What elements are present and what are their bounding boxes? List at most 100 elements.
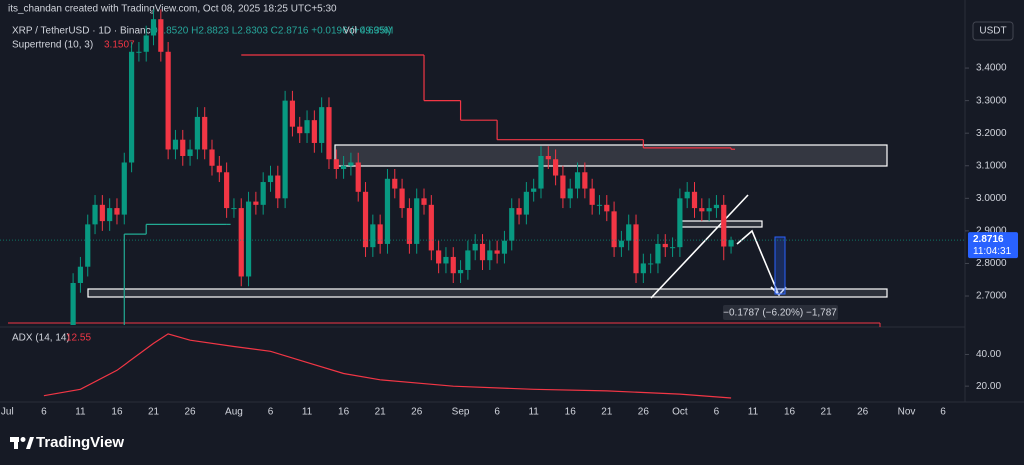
candle-body <box>209 149 215 166</box>
candle-body <box>326 107 332 160</box>
candle-body <box>311 120 317 143</box>
candle-body <box>377 224 383 244</box>
credit: its_chandan created with TradingView.com… <box>8 4 337 15</box>
volume-label: Vol <box>343 26 357 37</box>
candle-body <box>457 269 464 274</box>
candle-body <box>545 155 551 160</box>
volume: 49.35M <box>360 26 393 37</box>
candle-body <box>260 182 266 205</box>
candle-body <box>399 188 405 209</box>
x-tick-label: 16 <box>111 407 123 418</box>
candle-body <box>567 188 573 199</box>
y-tick-label: 3.4000 <box>976 63 1007 74</box>
candle-body <box>392 178 398 189</box>
candle-body <box>121 162 127 215</box>
candle-body <box>611 211 617 248</box>
last-price-label: 2.8716 <box>973 234 1004 245</box>
x-tick-label: 21 <box>821 407 833 418</box>
candle-body <box>143 35 149 52</box>
candle-body <box>267 175 274 183</box>
candle-body <box>304 120 310 134</box>
candle-body <box>450 256 456 274</box>
y-tick-label: 2.8000 <box>976 258 1007 269</box>
candle-body <box>231 208 237 210</box>
candle-body <box>282 100 288 199</box>
candle-body <box>172 139 179 150</box>
candle-body <box>428 204 434 251</box>
measure-range <box>774 236 786 295</box>
x-tick-label: 21 <box>375 407 387 418</box>
candle-body <box>92 204 98 225</box>
candle-body <box>187 149 193 156</box>
y-tick-label: 3.3000 <box>976 95 1007 106</box>
x-tick-label: Aug <box>225 407 243 418</box>
x-tick-label: 26 <box>638 407 650 418</box>
candle-body <box>180 139 186 156</box>
x-tick-label: 6 <box>494 407 500 418</box>
candle-body <box>633 224 639 274</box>
x-tick-label: 11 <box>302 407 313 418</box>
measure-box <box>723 305 838 320</box>
candle-body <box>202 116 208 150</box>
currency[interactable]: USDT <box>979 26 1006 37</box>
x-tick-label: 26 <box>185 407 197 418</box>
candle-body <box>406 208 412 244</box>
candle-body <box>596 204 603 206</box>
support-zone <box>87 288 888 298</box>
axes: Jul 6 11 16 21 26 Aug 6 11 16 21 26 Sep 6 11 16 21 26 Oct 6… <box>0 63 1018 418</box>
x-tick-label: 16 <box>338 407 350 418</box>
resistance-zone <box>334 144 888 167</box>
candle-body <box>443 256 449 264</box>
price-pane <box>70 9 736 325</box>
candle-body <box>516 208 522 215</box>
candle-body <box>289 100 296 127</box>
candle-body <box>648 263 654 265</box>
candle-body <box>436 250 442 264</box>
x-tick-label: 11 <box>75 407 86 418</box>
adx-pane <box>43 333 732 399</box>
indicator-name: Supertrend (10, 3) <box>12 40 93 51</box>
candle-body <box>99 204 105 222</box>
trendline <box>650 194 749 299</box>
candle-body <box>355 162 361 192</box>
candle-body <box>275 175 281 199</box>
candle-body <box>421 198 427 205</box>
x-tick-label: Oct <box>672 407 688 418</box>
indicator-title: ADX (14, 14) <box>12 333 70 344</box>
x-tick-label: 6 <box>940 407 946 418</box>
candle-body <box>107 208 113 222</box>
y-tick-label: 2.9000 <box>976 226 1007 237</box>
candle-body <box>677 198 683 248</box>
candle-body <box>618 240 625 248</box>
currency-box[interactable] <box>972 21 1014 41</box>
candle-body <box>713 204 720 209</box>
candle-body <box>165 51 171 150</box>
x-tick-label: Jul <box>1 407 14 418</box>
x-tick-label: 11 <box>748 407 759 418</box>
x-tick-label: 21 <box>601 407 613 418</box>
adx-line <box>43 333 732 399</box>
candle-body <box>479 243 486 261</box>
candle-body <box>348 162 354 166</box>
candle-body <box>472 243 478 251</box>
candle-body <box>340 165 347 170</box>
candle-body <box>414 198 420 244</box>
y-tick-label: 3.1000 <box>976 160 1007 171</box>
candle-body <box>509 208 515 241</box>
candle-body <box>684 191 690 199</box>
candle-body <box>158 19 164 52</box>
brand-logo <box>10 437 34 449</box>
y-tick-label: 40.00 <box>976 349 1001 360</box>
candle-body <box>589 188 595 205</box>
symbol: XRP / TetherUSD · 1D · Binance <box>12 26 157 37</box>
candle-body <box>523 191 529 215</box>
candle-body <box>640 263 646 274</box>
candle-body <box>114 208 120 215</box>
measure-label: −0.1787 (−6.20%) −1,787 <box>723 308 837 319</box>
candle-body <box>245 201 252 277</box>
x-tick-label: 21 <box>148 407 160 418</box>
candle-body <box>128 51 135 163</box>
candle-body <box>384 178 391 244</box>
